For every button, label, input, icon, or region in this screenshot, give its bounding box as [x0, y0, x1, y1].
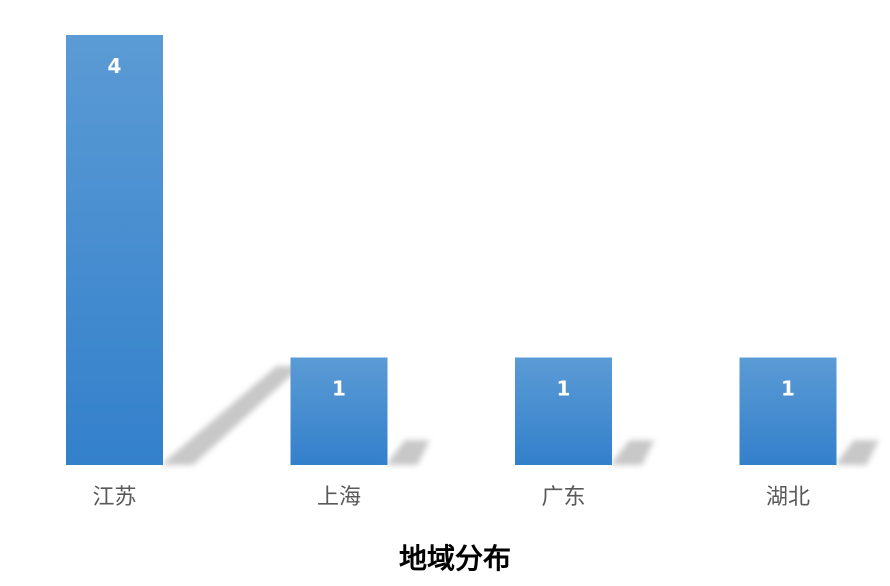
category-label: 江苏	[92, 485, 136, 510]
bar-湖北	[739, 357, 837, 465]
data-label: 4	[108, 54, 122, 78]
bar-shadow	[387, 440, 430, 465]
chart-title: 地域分布	[399, 542, 511, 575]
data-label: 1	[781, 377, 795, 401]
bar-江苏	[66, 35, 163, 465]
category-label: 广东	[541, 485, 585, 510]
bar-shadow	[163, 366, 302, 465]
bar-广东	[515, 357, 612, 465]
data-label: 1	[557, 377, 571, 401]
category-label: 上海	[317, 485, 361, 510]
data-label: 1	[332, 377, 346, 401]
bar-shadow	[836, 440, 879, 465]
bar-shadow	[612, 440, 655, 465]
category-label: 湖北	[766, 485, 810, 510]
bar-上海	[290, 357, 388, 465]
